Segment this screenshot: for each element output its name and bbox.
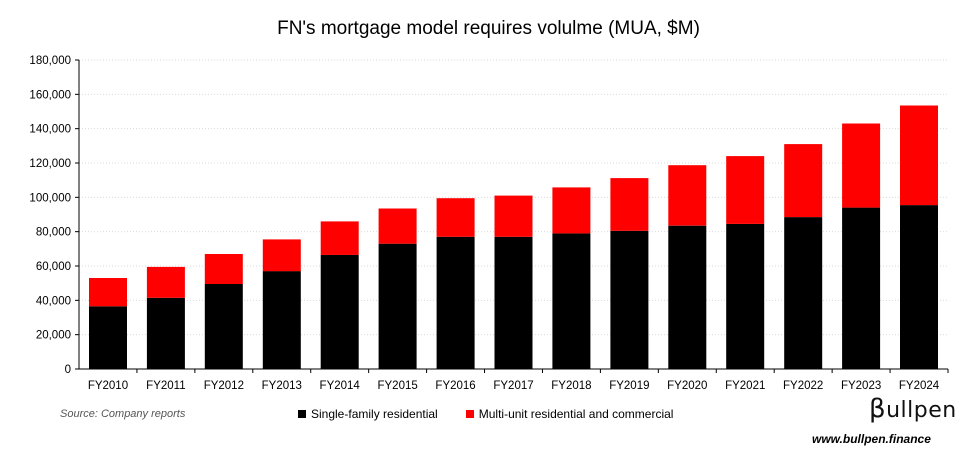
- x-tick-label: FY2024: [899, 380, 940, 392]
- y-tick-label: 80,000: [36, 227, 71, 239]
- y-tick-label: 40,000: [36, 295, 71, 307]
- y-tick-label: 160,000: [29, 89, 71, 101]
- source-note: Source: Company reports: [60, 408, 186, 420]
- bar-single-family: [89, 306, 127, 369]
- bar-multi-unit: [726, 156, 765, 224]
- x-axis: FY2010 FY2011 FY2012 FY2013 FY2014 FY2015 FY20…: [79, 368, 949, 392]
- legend-swatch-single-family: [298, 410, 306, 418]
- bar-multi-unit: [436, 198, 475, 237]
- bar-multi-unit: [784, 144, 823, 218]
- x-tick-label: FY2015: [377, 380, 417, 392]
- bar-single-family: [320, 254, 359, 369]
- bullpen-logo: βullpen: [869, 394, 957, 424]
- bar-single-family: [204, 284, 243, 369]
- bar-multi-unit: [378, 208, 417, 244]
- stacked-bar-chart: 0 20,000 40,000 60,000 80,000 100,000 120,000 1…: [29, 55, 949, 392]
- legend-swatch-multi-unit: [465, 410, 474, 418]
- x-tick-label: FY2014: [320, 380, 361, 392]
- bar-single-family: [494, 236, 533, 369]
- y-tick-label: 120,000: [29, 158, 71, 170]
- x-tick-label: FY2022: [783, 380, 823, 392]
- legend: Single-family residential Multi-unit res…: [298, 407, 701, 421]
- x-tick-label: FY2023: [841, 380, 881, 392]
- bar-single-family: [610, 230, 649, 369]
- legend-item-multi-unit: Multi-unit residential and commercial: [465, 407, 674, 421]
- bar-single-family: [900, 205, 938, 369]
- legend-item-single-family: Single-family residential: [298, 407, 438, 421]
- y-tick-label: 0: [65, 364, 71, 376]
- bar-single-family: [668, 225, 707, 369]
- bar-multi-unit: [146, 266, 185, 298]
- bars: [89, 105, 938, 369]
- bar-single-family: [378, 243, 417, 369]
- bar-single-family: [784, 217, 823, 369]
- y-tick-label: 180,000: [29, 55, 71, 67]
- bar-multi-unit: [262, 239, 301, 272]
- bar-multi-unit: [204, 254, 243, 284]
- x-tick-label: FY2020: [667, 380, 707, 392]
- y-axis: 0 20,000 40,000 60,000 80,000 100,000 120,000 1…: [29, 55, 80, 376]
- y-tick-label: 140,000: [29, 124, 71, 136]
- bar-multi-unit: [494, 195, 533, 237]
- bar-single-family: [552, 233, 591, 369]
- x-tick-label: FY2012: [204, 380, 244, 392]
- legend-label-multi-unit: Multi-unit residential and commercial: [478, 407, 674, 421]
- bar-multi-unit: [89, 278, 127, 307]
- y-tick-label: 60,000: [36, 261, 71, 273]
- bar-multi-unit: [320, 221, 359, 255]
- x-tick-label: FY2017: [493, 380, 533, 392]
- website-url: www.bullpen.finance: [812, 432, 931, 446]
- bar-single-family: [146, 297, 185, 369]
- bar-single-family: [726, 223, 765, 369]
- x-tick-label: FY2016: [435, 380, 475, 392]
- bar-single-family: [842, 207, 881, 369]
- bar-multi-unit: [610, 178, 649, 231]
- x-tick-label: FY2021: [725, 380, 765, 392]
- bar-multi-unit: [900, 105, 938, 206]
- x-tick-label: FY2019: [609, 380, 649, 392]
- legend-label-single-family: Single-family residential: [311, 407, 438, 421]
- chart-title: FN's mortgage model requires volulme (MU…: [277, 18, 700, 39]
- x-tick-label: FY2010: [88, 380, 128, 392]
- x-tick-label: FY2013: [262, 380, 302, 392]
- x-tick-label: FY2018: [551, 380, 591, 392]
- bar-multi-unit: [668, 165, 707, 226]
- bar-multi-unit: [552, 187, 591, 234]
- bar-single-family: [262, 271, 301, 369]
- bar-multi-unit: [842, 123, 881, 208]
- y-tick-label: 20,000: [36, 330, 71, 342]
- x-tick-label: FY2011: [146, 380, 185, 392]
- y-tick-label: 100,000: [29, 192, 71, 204]
- bar-single-family: [436, 236, 475, 369]
